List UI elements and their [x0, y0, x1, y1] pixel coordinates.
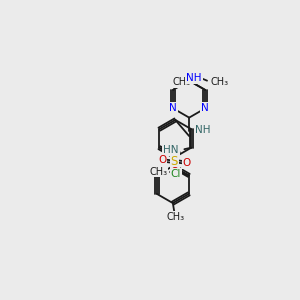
Text: N: N — [169, 103, 177, 113]
Text: O: O — [158, 155, 166, 165]
Text: CH₃: CH₃ — [149, 167, 167, 176]
Text: NH: NH — [195, 125, 211, 135]
Text: CH₃: CH₃ — [167, 212, 185, 222]
Text: CH₃: CH₃ — [211, 77, 229, 87]
Text: O: O — [183, 158, 191, 168]
Text: S: S — [171, 155, 178, 168]
Text: O: O — [171, 167, 179, 176]
Text: Cl: Cl — [171, 169, 181, 179]
Text: N: N — [201, 103, 209, 113]
Text: CH₃: CH₃ — [172, 77, 190, 87]
Text: NH: NH — [186, 73, 202, 82]
Text: HN: HN — [164, 145, 179, 155]
